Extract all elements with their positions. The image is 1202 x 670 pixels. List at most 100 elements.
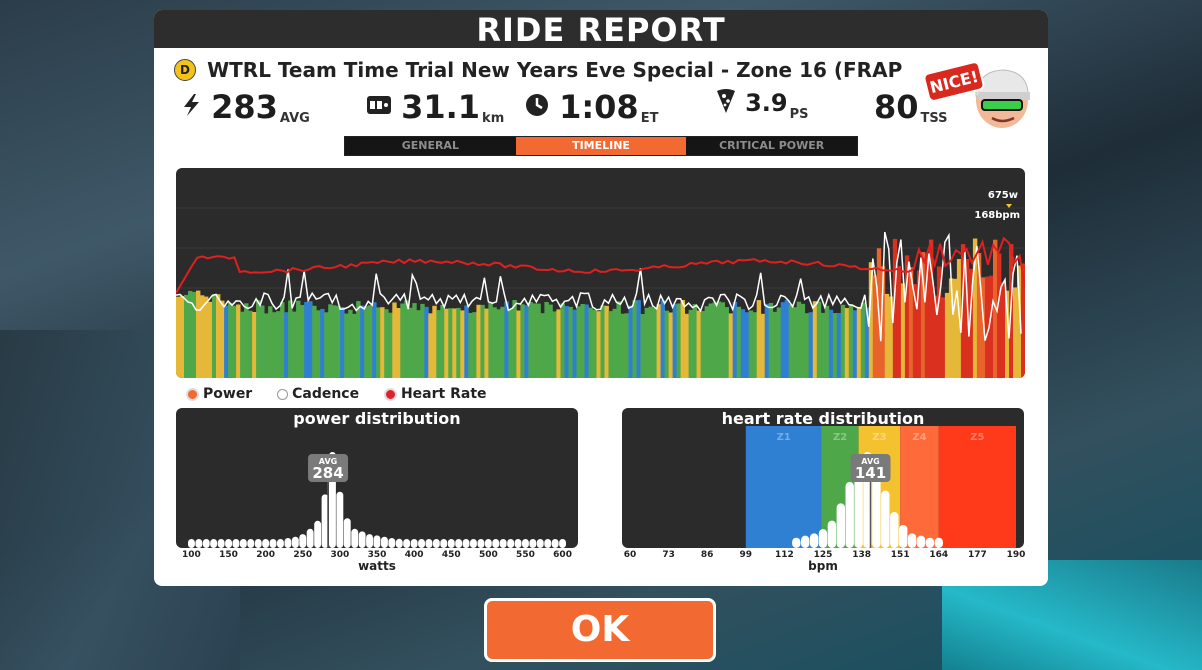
power-bar [993,239,998,378]
power-bar [516,310,521,378]
power-bar [400,303,405,378]
dist-bar [899,524,908,548]
power-bar [508,309,513,378]
power-bar [556,309,561,378]
dist-bar [907,533,917,548]
legend-heart-rate[interactable]: Heart Rate [383,386,487,402]
dist-bar [492,539,500,548]
axis-tick: 112 [774,550,794,560]
zone-band-z1 [745,426,822,548]
power-bar [744,312,750,378]
power-bar [664,310,669,378]
power-bar [496,309,501,378]
power-bar [812,301,818,378]
power-bar [888,296,894,378]
dist-bar [395,538,403,548]
power-bar [740,309,746,378]
power-bar [224,305,229,378]
power-bar [328,304,333,378]
dist-bar [792,537,801,548]
axis-tick: 138 [852,550,871,560]
power-bar [712,302,717,378]
power-bar [716,301,721,378]
power-bar [952,278,958,378]
timeline-chart: 675w 168bpm [176,168,1025,378]
power-bar [564,306,569,378]
dist-bar [440,539,448,548]
power-bar [884,293,890,378]
power-bar [324,312,329,378]
legend-power[interactable]: Power [186,386,252,402]
axis-tick: 164 [929,550,949,560]
dist-bar [477,539,485,548]
power-bar [656,304,661,378]
cadence-line [176,231,1022,342]
dist-bar [277,539,284,548]
power-bar [592,309,597,378]
power-bar [320,308,325,378]
power-bar [932,295,938,378]
dist-bar [934,537,943,548]
power-bar [796,301,802,378]
dist-bar [195,539,203,548]
power-bar [892,238,898,378]
axis-tick: 350 [367,550,387,560]
tab-general[interactable]: GENERAL [345,137,516,155]
dist-bar [269,539,277,548]
dist-bar [388,538,396,548]
power-bar [584,304,589,378]
power-bar [848,304,854,378]
dist-bar [551,539,559,548]
ok-button[interactable]: OK [484,598,716,662]
power-bar [900,283,906,378]
axis-tick: 73 [662,550,675,560]
axis-tick: 400 [404,550,424,560]
category-badge: D [174,59,196,81]
power-bar [980,277,986,378]
power-bar [492,307,497,378]
power-bar [588,307,593,378]
dist-bar [432,539,440,548]
power-bar [612,308,617,378]
power-bar [768,303,774,378]
power-bar [336,305,341,378]
tab-bar: GENERAL TIMELINE CRITICAL POWER [344,136,858,156]
power-bar [212,294,217,378]
power-bar [412,303,417,378]
power-bar [1021,263,1025,378]
dist-bar [507,539,515,548]
tab-timeline[interactable]: TIMELINE [515,137,687,155]
dist-bar [284,538,292,548]
axis-tick: 600 [553,550,572,560]
power-bar [784,300,790,378]
power-bar [580,304,585,378]
dist-bar [544,539,552,548]
power-bar [968,268,974,378]
dist-bar [247,539,255,548]
dist-bar [321,494,329,548]
power-bar [424,306,429,378]
power-bar [792,307,798,378]
power-bar [536,303,541,378]
dist-bar [210,539,218,548]
power-bar [348,309,353,378]
ride-title-row: D WTRL Team Time Trial New Years Eve Spe… [174,58,934,82]
power-bar [392,302,397,378]
power-bar [936,266,942,378]
power-bar [1013,287,1018,378]
power-bar [460,310,465,378]
power-bar [228,303,233,378]
power-bar [652,307,657,378]
dist-bar [514,539,522,548]
power-bar [808,312,814,378]
tab-critical-power[interactable]: CRITICAL POWER [686,137,858,155]
power-bar [192,291,197,378]
dist-bar [254,539,262,548]
page-title: RIDE REPORT [154,10,1048,49]
power-bar [672,304,677,378]
dist-bar [809,533,819,548]
power-bar [232,305,237,378]
power-bar [504,301,509,378]
legend-cadence[interactable]: Cadence [277,386,359,402]
power-distribution-title: power distribution [293,409,461,428]
